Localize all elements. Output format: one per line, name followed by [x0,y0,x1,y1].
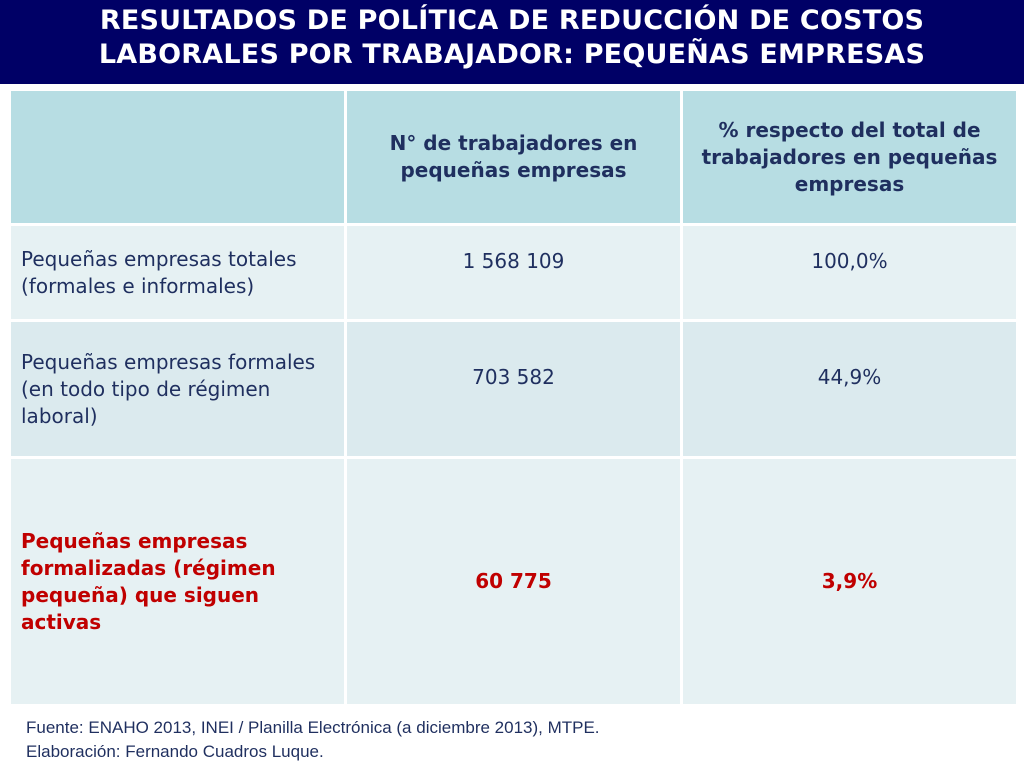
row-label: Pequeñas empresas formalizadas (régimen … [8,456,347,707]
row-workers: 60 775 [344,456,683,707]
row-workers: 703 582 [344,319,683,459]
table-row: Pequeñas empresas formales (en todo tipo… [8,319,1019,459]
header-percent: % respecto del total de trabajadores en … [680,88,1019,226]
row-label: Pequeñas empresas formales (en todo tipo… [8,319,347,459]
header-empty [8,88,347,226]
header-workers: N° de trabajadores en pequeñas empresas [344,88,683,226]
title-bar: RESULTADOS DE POLÍTICA DE REDUCCIÓN DE C… [0,0,1024,84]
author-note: Elaboración: Fernando Cuadros Luque. [26,742,324,761]
table-header-row: N° de trabajadores en pequeñas empresas … [8,88,1019,226]
results-table: N° de trabajadores en pequeñas empresas … [8,88,1019,707]
row-workers: 1 568 109 [344,223,683,322]
results-table-container: N° de trabajadores en pequeñas empresas … [8,88,1019,707]
row-percent: 44,9% [680,319,1019,459]
title-line-2: LABORALES POR TRABAJADOR: PEQUEÑAS EMPRE… [98,39,926,70]
source-note: Fuente: ENAHO 2013, INEI / Planilla Elec… [26,718,600,737]
row-label: Pequeñas empresas totales (formales e in… [8,223,347,322]
row-percent: 3,9% [680,456,1019,707]
footer-notes: Fuente: ENAHO 2013, INEI / Planilla Elec… [26,716,600,764]
table-row-highlight: Pequeñas empresas formalizadas (régimen … [8,456,1019,707]
title-line-1: RESULTADOS DE POLÍTICA DE REDUCCIÓN DE C… [99,5,925,36]
row-percent: 100,0% [680,223,1019,322]
table-row: Pequeñas empresas totales (formales e in… [8,223,1019,322]
